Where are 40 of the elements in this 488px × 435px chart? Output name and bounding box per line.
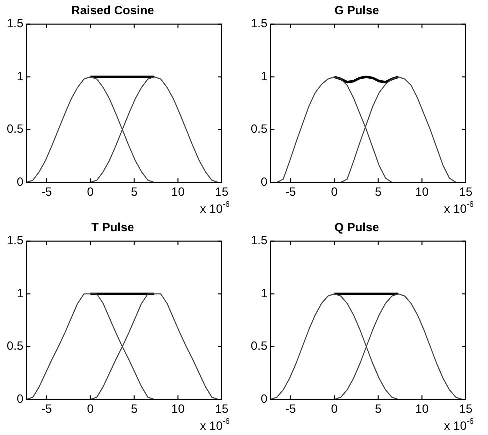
x-tick-label: 0 <box>87 402 94 416</box>
x-tick-label: 10 <box>416 185 430 200</box>
x-tick-label: 15 <box>459 185 473 200</box>
y-tick-label: 1.5 <box>6 234 24 248</box>
chart-title: Q Pulse <box>334 220 380 235</box>
chart-title: G Pulse <box>334 4 380 18</box>
x-tick-label: 0 <box>87 185 94 200</box>
y-tick-label: 1 <box>260 286 268 300</box>
y-tick-label: 0.5 <box>250 122 268 136</box>
x-tick-label: 0 <box>331 185 338 200</box>
x-tick-label: 10 <box>172 402 186 416</box>
y-tick-label: 0 <box>260 174 268 189</box>
x-tick-label: 5 <box>131 402 138 416</box>
x-tick-label: -5 <box>285 185 296 200</box>
y-tick-label: 0.5 <box>6 339 24 354</box>
y-tick-label: 1 <box>16 69 24 84</box>
chart-title: Raised Cosine <box>72 4 155 18</box>
y-tick-label: 1 <box>16 286 24 300</box>
x-tick-label: 15 <box>215 402 229 416</box>
y-tick-label: 1 <box>260 69 268 84</box>
y-tick-label: 1.5 <box>6 16 24 31</box>
x-tick-label: 10 <box>172 185 186 200</box>
y-tick-label: 0.5 <box>6 122 24 136</box>
x-tick-label: -5 <box>41 402 52 416</box>
x-tick-label: 5 <box>131 185 138 200</box>
y-tick-label: 1.5 <box>250 16 268 31</box>
y-tick-label: 1.5 <box>250 234 268 248</box>
x-tick-label: 5 <box>375 185 382 200</box>
y-tick-label: 0 <box>16 174 24 189</box>
x-tick-label: 10 <box>416 402 430 416</box>
y-tick-label: 0.5 <box>250 339 268 354</box>
x-tick-label: 15 <box>215 185 229 200</box>
x-tick-label: 0 <box>331 402 338 416</box>
x-tick-label: 15 <box>459 402 473 416</box>
chart-title: T Pulse <box>92 220 135 235</box>
y-tick-label: 0 <box>260 392 268 406</box>
x-tick-label: 5 <box>375 402 382 416</box>
x-tick-label: -5 <box>285 402 296 416</box>
y-tick-label: 0 <box>16 392 24 406</box>
x-tick-label: -5 <box>41 185 52 200</box>
